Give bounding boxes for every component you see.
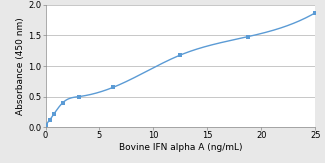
X-axis label: Bovine IFN alpha A (ng/mL): Bovine IFN alpha A (ng/mL) <box>119 143 242 152</box>
Y-axis label: Absorbance (450 nm): Absorbance (450 nm) <box>17 17 25 115</box>
